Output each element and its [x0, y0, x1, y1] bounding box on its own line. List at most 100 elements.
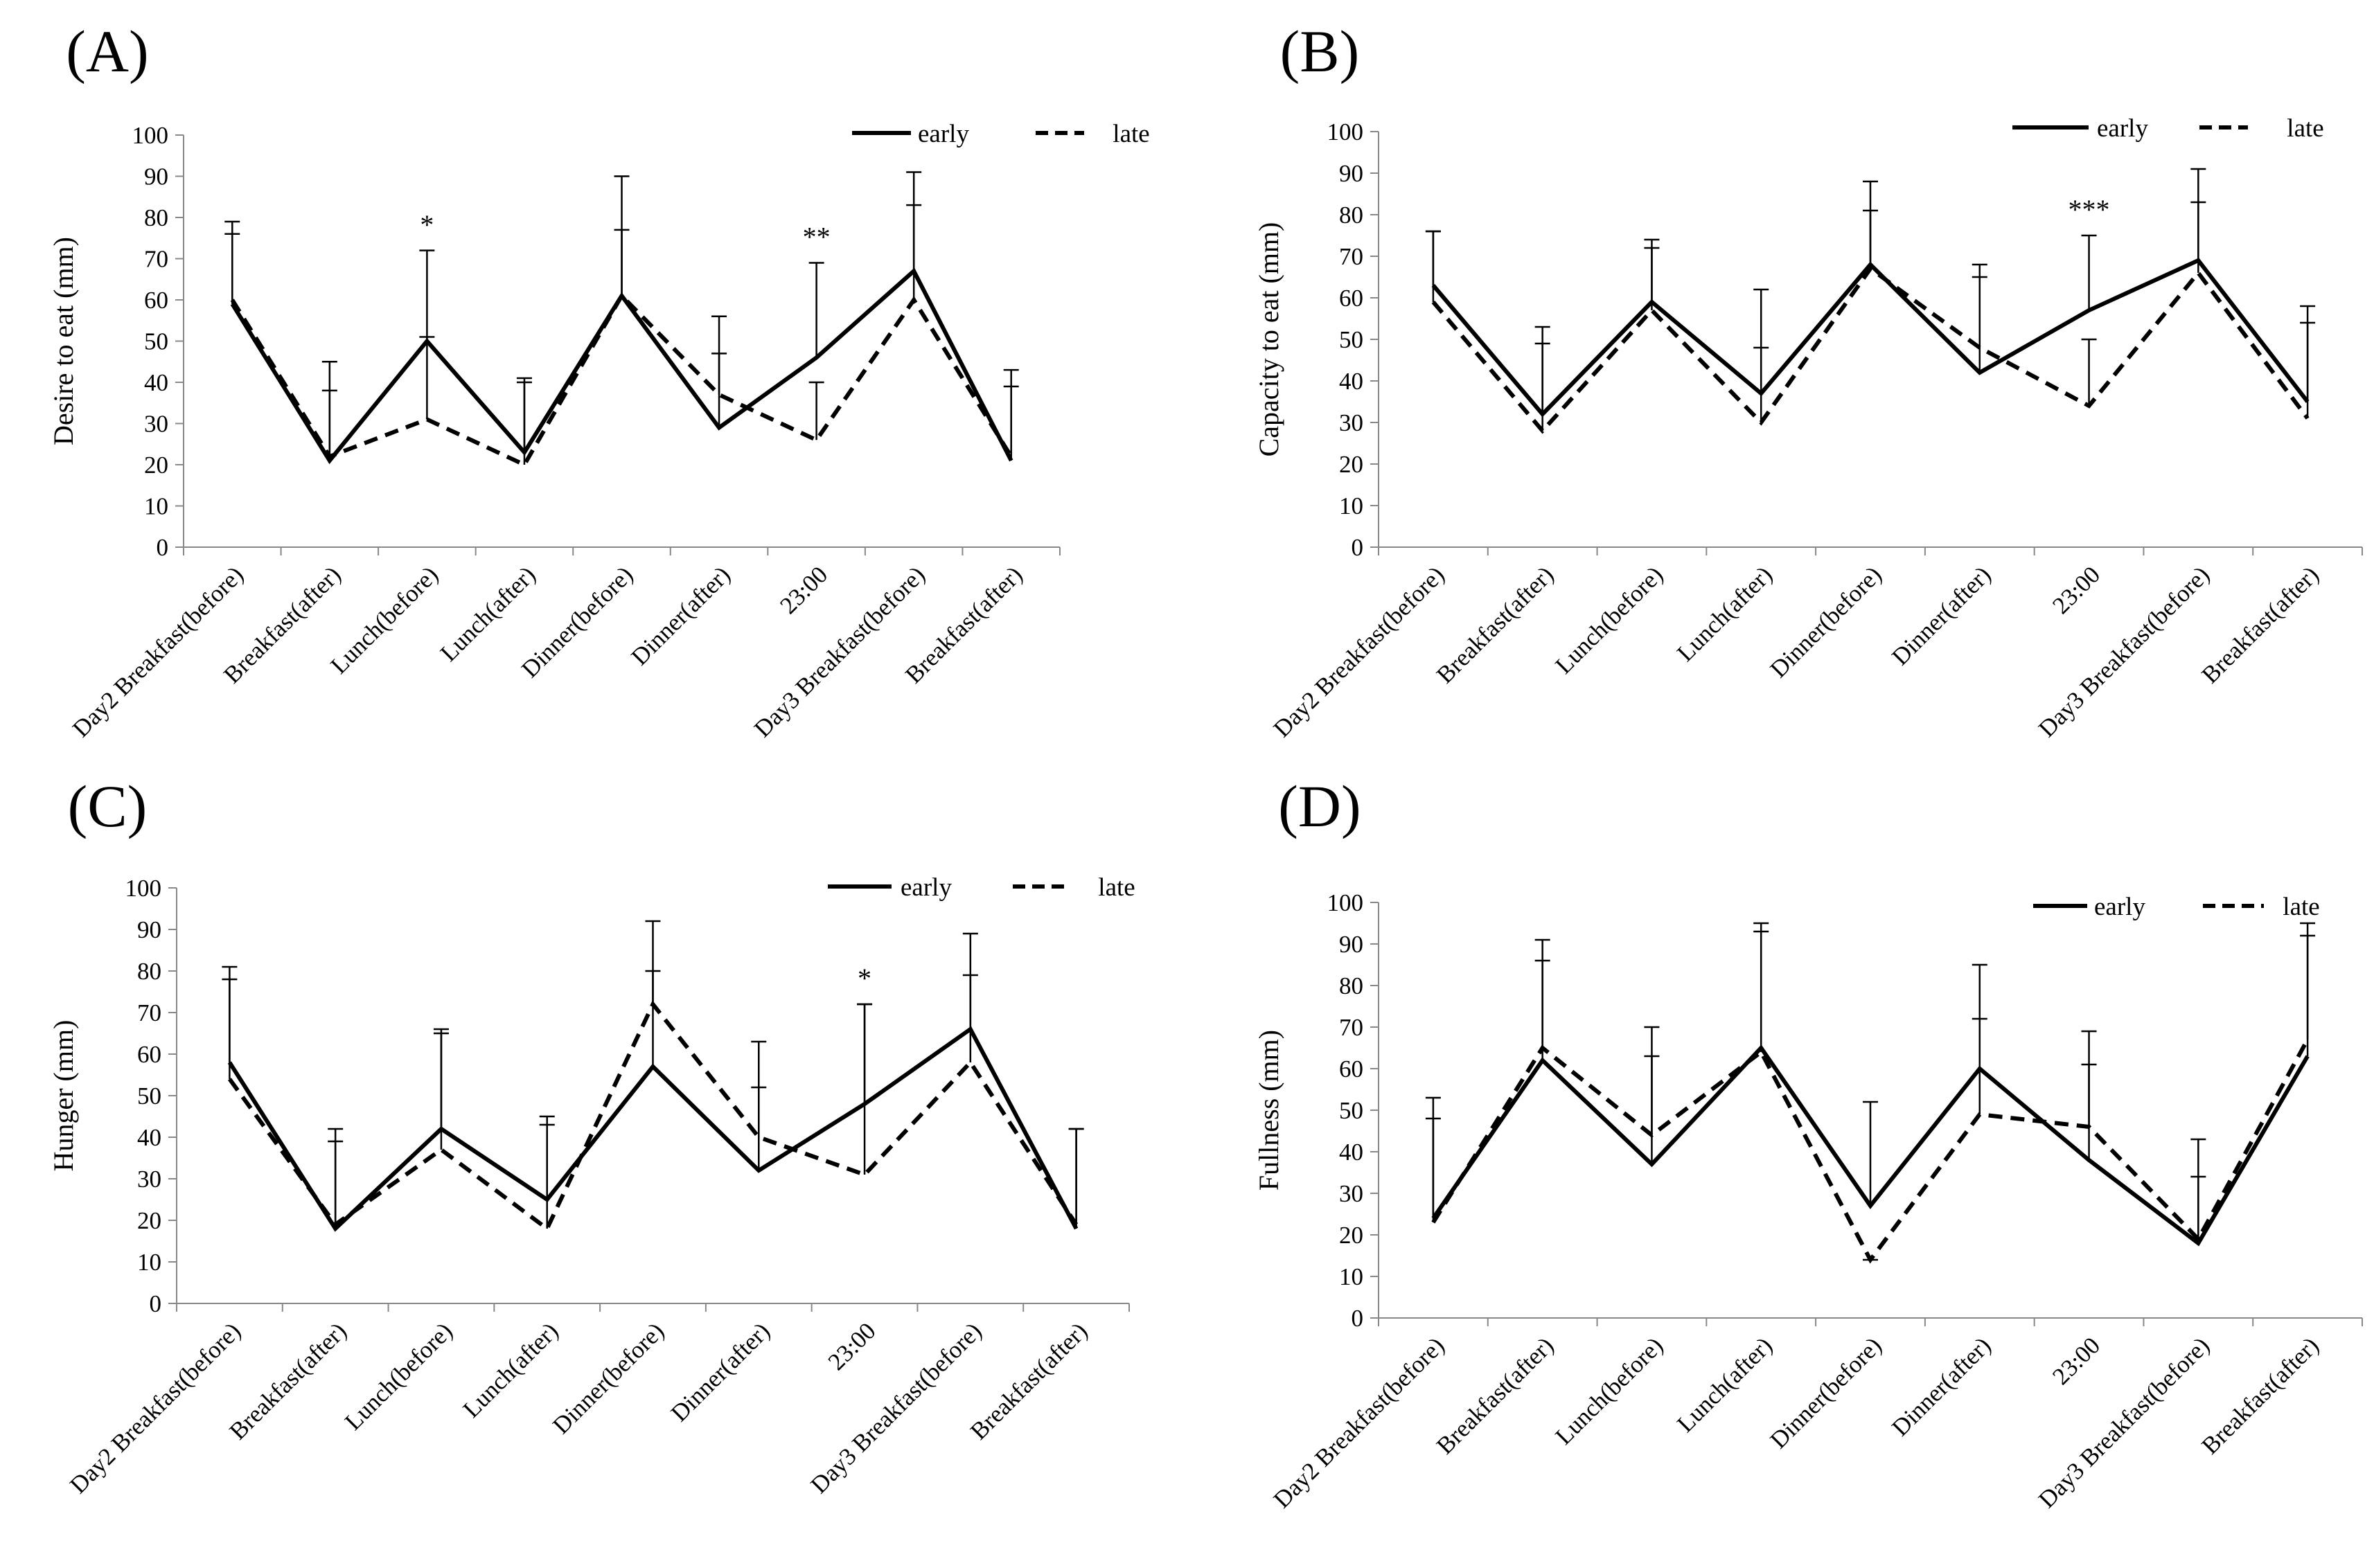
legend-early-label: early	[918, 120, 969, 148]
panel-label: (A)	[66, 18, 148, 84]
x-category-label: Breakfast(after)	[1431, 1332, 1559, 1459]
y-tick-label: 50	[1339, 1097, 1363, 1124]
y-tick-label: 30	[1339, 1180, 1363, 1207]
series-line-early	[230, 267, 1013, 465]
legend-early-label: early	[901, 873, 952, 902]
legend-late-label: late	[2287, 114, 2323, 143]
y-tick-label: 90	[144, 163, 168, 190]
y-tick-label: 80	[137, 958, 161, 985]
y-tick-label: 20	[1339, 1222, 1363, 1249]
significance-marker: ***	[2069, 194, 2110, 225]
y-tick-label: 60	[1339, 285, 1363, 312]
x-category-label: Dinner(before)	[1765, 1332, 1887, 1454]
y-tick-label: 40	[1339, 1139, 1363, 1166]
x-category-label: Lunch(after)	[1672, 1332, 1778, 1438]
y-tick-label: 20	[137, 1207, 161, 1234]
y-tick-label: 60	[137, 1041, 161, 1068]
y-tick-label: 80	[1339, 202, 1363, 229]
x-category-label: Lunch(before)	[1550, 1332, 1668, 1450]
y-tick-label: 0	[1352, 1305, 1364, 1332]
y-tick-label: 80	[144, 204, 168, 231]
y-tick-label: 70	[137, 999, 161, 1026]
legend-late-label: late	[1113, 120, 1149, 148]
legend-late-label: late	[2283, 893, 2319, 921]
y-tick-label: 10	[144, 493, 168, 520]
x-category-label: Dinner(before)	[547, 1317, 669, 1439]
legend-early-label: early	[2094, 893, 2145, 921]
y-tick-label: 40	[144, 369, 168, 396]
y-axis-title: Desire to eat (mm)	[48, 237, 79, 445]
panel-label: (B)	[1280, 18, 1360, 84]
legend-early-label: early	[2097, 114, 2148, 143]
x-category-label: Breakfast(after)	[2197, 561, 2324, 688]
series-line-late	[1431, 1038, 2310, 1264]
x-category-label: Breakfast(after)	[1431, 561, 1559, 688]
y-tick-label: 100	[125, 875, 162, 902]
y-tick-label: 60	[1339, 1055, 1363, 1083]
x-category-label: Day2 Breakfast(before)	[1268, 1332, 1450, 1513]
y-tick-label: 0	[150, 1290, 162, 1317]
y-tick-label: 90	[1339, 160, 1363, 187]
x-category-label: Dinner(after)	[666, 1317, 775, 1427]
series-line-late	[227, 1000, 1079, 1232]
panel-label: (C)	[68, 773, 148, 839]
y-tick-label: 30	[144, 411, 168, 438]
y-tick-label: 50	[144, 328, 168, 355]
x-category-label: Dinner(after)	[1886, 561, 1996, 670]
x-category-label: 23:00	[2047, 1332, 2105, 1390]
x-category-label: Lunch(after)	[1672, 561, 1778, 667]
y-tick-label: 50	[137, 1083, 161, 1110]
significance-marker: **	[803, 222, 831, 253]
x-category-label: Lunch(before)	[1550, 561, 1668, 679]
y-tick-label: 0	[1352, 534, 1364, 561]
chart-panel-a: (A) 0 10 20 30 40 50 60 70 80 90 100 Day2 Breakfast(…	[48, 18, 1150, 742]
x-category-label: Dinner(after)	[626, 561, 736, 670]
chart-panel-b: (B) 0 10 20 30 40 50 60 70 80 90 100 Day2 Breakfast(…	[1253, 18, 2363, 742]
y-tick-label: 100	[132, 122, 169, 149]
series-line-early	[1431, 1044, 2310, 1247]
y-tick-label: 80	[1339, 972, 1363, 999]
y-tick-label: 30	[137, 1166, 161, 1193]
y-tick-label: 50	[1339, 326, 1363, 353]
x-category-label: Lunch(after)	[458, 1317, 564, 1423]
x-category-label: Breakfast(after)	[2197, 1332, 2324, 1459]
series-line-early	[1431, 258, 2310, 418]
y-tick-label: 20	[144, 452, 168, 479]
x-category-label: Day2 Breakfast(before)	[67, 561, 249, 742]
chart-panel-d: (D) 0 10 20 30 40 50 60 70 80 90 100 Day2 Breakfast(…	[1253, 773, 2363, 1513]
y-tick-label: 20	[1339, 451, 1363, 478]
significance-marker: *	[420, 209, 434, 240]
y-tick-label: 10	[1339, 1263, 1363, 1290]
y-tick-label: 90	[1339, 931, 1363, 958]
series-line-early	[227, 1026, 1079, 1232]
significance-marker: *	[858, 963, 871, 994]
x-category-label: Lunch(before)	[339, 1317, 457, 1435]
legend-late-label: late	[1098, 873, 1135, 902]
x-category-label: Day2 Breakfast(before)	[1268, 561, 1450, 742]
x-category-label: Dinner(after)	[1886, 1332, 1996, 1441]
y-axis-title: Hunger (mm)	[48, 1020, 79, 1172]
x-category-label: 23:00	[823, 1317, 881, 1375]
y-tick-label: 90	[137, 916, 161, 943]
y-tick-label: 100	[1327, 118, 1364, 145]
chart-panel-c: (C) 0 10 20 30 40 50 60 70 80 90 100 Day2 Breakfast(…	[48, 773, 1135, 1499]
y-tick-label: 70	[1339, 243, 1363, 270]
x-category-label: 23:00	[2047, 561, 2105, 619]
x-category-label: Day3 Breakfast(before)	[806, 1317, 987, 1499]
y-tick-label: 60	[144, 287, 168, 314]
y-tick-label: 70	[144, 246, 168, 273]
x-category-label: Day2 Breakfast(before)	[64, 1317, 246, 1499]
y-tick-label: 40	[1339, 368, 1363, 395]
x-category-label: Day3 Breakfast(before)	[749, 561, 930, 742]
y-tick-label: 40	[137, 1124, 161, 1151]
y-axis-title: Fullness (mm)	[1253, 1030, 1284, 1191]
y-tick-label: 100	[1327, 889, 1364, 916]
y-tick-label: 0	[157, 534, 169, 561]
series-line-late	[1431, 265, 2310, 434]
y-tick-label: 30	[1339, 409, 1363, 436]
y-tick-label: 70	[1339, 1014, 1363, 1041]
y-tick-label: 10	[137, 1249, 161, 1276]
x-category-label: Lunch(after)	[435, 561, 541, 667]
panel-label: (D)	[1278, 773, 1361, 839]
